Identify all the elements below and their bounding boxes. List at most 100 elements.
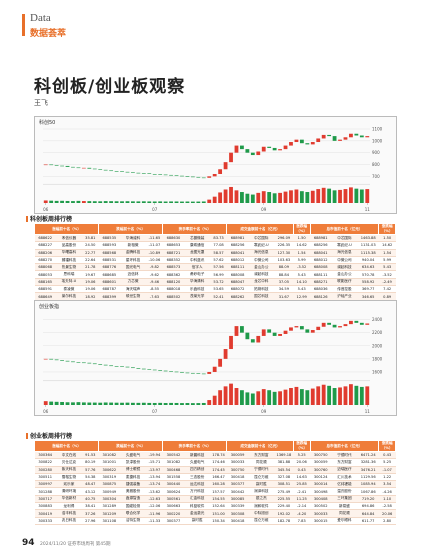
volume-bar — [365, 386, 370, 405]
table-cell: 300997 — [34, 480, 56, 489]
table-cell: 迈瑞医疗 — [331, 466, 358, 474]
x-tick-label: 11 — [365, 409, 371, 414]
table-cell: 1129.56 — [357, 473, 379, 482]
y-tick-label: 1000 — [372, 138, 383, 143]
table-cell: 300408 — [310, 495, 332, 504]
volume-bar — [343, 189, 348, 203]
table-cell: 688111 — [226, 263, 249, 272]
table-cell: 硕世生物 — [120, 292, 147, 301]
table-cell: 688622 — [34, 234, 56, 243]
candle — [109, 170, 114, 172]
candle — [327, 322, 332, 325]
table-row: 300997 欢乐家 48.47 300875 捷强装备 -13.74 300440 运达科技… — [34, 480, 396, 489]
table-cell: 688227 — [34, 241, 56, 250]
table-row: 300822 贝仕达克 80.19 301001 凯淳股份 -15.71 301082 久盛电… — [34, 458, 396, 467]
table-cell: 300014 — [310, 480, 332, 489]
table-cell: 688685 — [98, 270, 120, 279]
volume-bar — [299, 389, 304, 405]
candle — [234, 326, 239, 336]
table-cell: 688271 — [310, 278, 332, 287]
table-cell: 88.84 — [274, 270, 294, 279]
table-cell: 19.06 — [82, 278, 99, 287]
candle — [267, 329, 272, 333]
accent-bar — [22, 14, 25, 36]
table-cell: 688568 — [98, 249, 120, 257]
table-cell: 300418 — [226, 517, 249, 525]
volume-bar — [305, 192, 310, 203]
candle — [212, 173, 217, 177]
table-cell: 43.12 — [82, 487, 99, 496]
table-cell: 14.63 — [293, 473, 310, 482]
table-cell: 18.92 — [82, 292, 99, 301]
volume-bar — [289, 388, 293, 405]
candle — [218, 358, 223, 367]
candle — [114, 171, 119, 172]
candle — [54, 359, 59, 361]
candle — [338, 139, 342, 141]
table-cell: 688036 — [310, 285, 332, 294]
candle — [49, 358, 54, 360]
table-cell: 178.74 — [210, 451, 227, 460]
volume-bar — [169, 402, 173, 405]
table-cell: 1463.88 — [357, 234, 379, 243]
table-cell: 1.50 — [378, 234, 396, 243]
volume-bar — [125, 402, 130, 405]
candle — [310, 142, 315, 145]
candle — [54, 165, 59, 166]
table-cell: 金山办公 — [331, 270, 358, 279]
candle — [305, 143, 310, 145]
table-cell: 300511 — [34, 473, 56, 482]
table-cell: 688776 — [98, 263, 120, 272]
table-cell: -10.89 — [146, 249, 163, 257]
column-header: 换手率前十名（%） — [162, 223, 228, 235]
candle — [120, 366, 124, 367]
table-cell: 688012 — [226, 256, 249, 265]
table-cell: 300059 — [310, 458, 332, 467]
table-cell: 27.96 — [82, 517, 99, 525]
table-cell: 229.40 — [274, 502, 294, 511]
table-cell: 300561 — [162, 495, 185, 504]
table-cell: 5.43 — [293, 285, 310, 294]
table-cell: 300502 — [310, 502, 332, 511]
table-cell: 300440 — [162, 480, 185, 489]
volume-bar — [365, 189, 370, 203]
table-cell: 300468 — [162, 466, 185, 474]
table-cell: 埃夫特-U — [55, 278, 82, 287]
table-cell: 海天瑞声 — [120, 285, 147, 294]
volume-bar — [169, 201, 173, 203]
candle — [349, 133, 353, 138]
table-cell: 152.64 — [210, 502, 227, 511]
table-cell: 华海诚科 — [120, 234, 147, 243]
candle — [343, 324, 348, 327]
table-cell: 57.76 — [82, 466, 99, 474]
table-cell: 300883 — [34, 502, 56, 511]
table-cell: -9.82 — [146, 263, 163, 272]
table-cell: 金腾科技 — [120, 249, 147, 257]
table-cell: 亿纬锂能 — [331, 480, 358, 489]
volume-bar — [190, 403, 195, 405]
table-cell: 新晨科技 — [184, 451, 211, 460]
volume-bar — [338, 387, 342, 405]
volume-bar — [245, 193, 250, 203]
table-cell: 信宇人 — [184, 263, 211, 272]
volume-bar — [272, 193, 277, 203]
table-cell: 中微公司 — [248, 256, 275, 265]
table-cell: 57.62 — [210, 256, 227, 265]
candle — [289, 142, 293, 146]
table-row: 300717 华信新材 40.75 300304 鑫源智造 -12.63 300561 汇金科… — [34, 495, 396, 504]
volume-bar — [201, 201, 206, 203]
table-cell: 688721 — [162, 249, 185, 257]
table-cell: 禾信仪器 — [55, 234, 82, 243]
table-row: 300364 中文在线 91.53 301082 久盛电气 -19.94 300542 新晨科… — [34, 451, 396, 460]
table-cell: 300418 — [226, 473, 249, 482]
volume-bar — [256, 192, 261, 203]
table-row: 688227 品高股份 24.50 688593 新相微 -11.07 688653 康希通信… — [34, 241, 396, 250]
table-cell: 37.26 — [82, 509, 99, 518]
volume-bar — [43, 200, 48, 203]
table-row: 688622 禾信仪器 35.81 688535 华海诚科 -11.65 688630 芯碁微… — [34, 234, 396, 243]
column-header: 涨跌幅（%） — [292, 440, 311, 452]
table-cell: 力芯微 — [120, 278, 147, 287]
column-header: 涨跌幅（%） — [378, 440, 396, 452]
table-row: 688591 泰凌微 19.06 688787 海天瑞声 -8.55 688018 乐鑫科技 5… — [34, 285, 396, 294]
volume-bar — [261, 389, 266, 405]
